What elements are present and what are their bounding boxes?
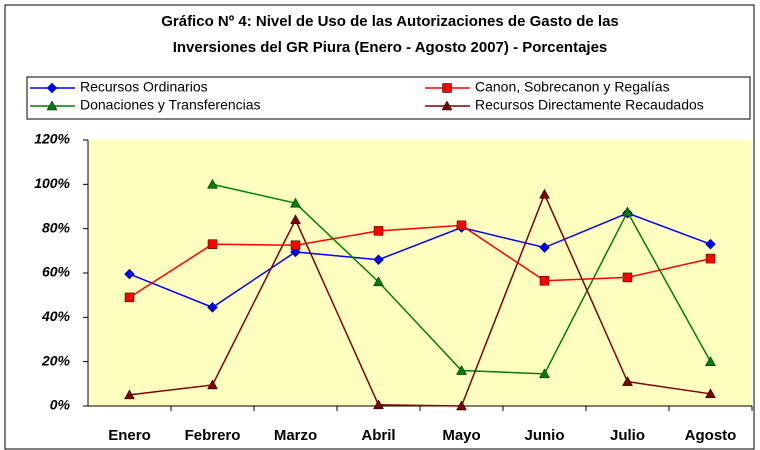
x-tick-label: Marzo xyxy=(274,427,317,444)
y-tick-label: 60% xyxy=(42,264,71,280)
point xyxy=(373,399,384,410)
y-tick-label: 40% xyxy=(41,308,71,324)
legend-box xyxy=(26,76,751,120)
legend-marker xyxy=(46,100,58,111)
point xyxy=(539,242,550,253)
point xyxy=(456,400,467,411)
point xyxy=(207,379,218,390)
legend-marker xyxy=(442,83,452,93)
y-tick-label: 80% xyxy=(42,219,71,235)
chart-title: Inversiones del GR Piura (Enero - Agosto… xyxy=(173,39,608,56)
point xyxy=(705,238,716,250)
point xyxy=(290,214,301,225)
point xyxy=(622,206,633,217)
legend-marker xyxy=(46,82,58,94)
y-tick-label: 100% xyxy=(34,175,70,191)
legend-label: Donaciones y Transferencias xyxy=(80,97,261,113)
point xyxy=(373,276,384,287)
x-tick-label: Julio xyxy=(610,427,645,444)
point xyxy=(207,239,218,249)
point xyxy=(456,220,467,231)
point xyxy=(622,272,633,283)
x-tick-label: Enero xyxy=(108,427,151,444)
point xyxy=(622,376,633,386)
point xyxy=(124,268,135,280)
y-tick-label: 120% xyxy=(34,131,70,147)
point xyxy=(290,197,301,208)
point xyxy=(207,178,218,189)
point xyxy=(705,253,716,264)
series-line xyxy=(129,212,711,309)
point xyxy=(373,254,384,266)
plot-area xyxy=(88,140,752,406)
point xyxy=(539,188,550,199)
series-line xyxy=(129,224,711,299)
point xyxy=(705,388,716,399)
x-tick-label: Mayo xyxy=(442,427,480,444)
legend-marker xyxy=(441,100,453,111)
point xyxy=(290,240,301,251)
point xyxy=(456,365,467,375)
point xyxy=(124,389,135,400)
point xyxy=(124,292,135,303)
x-tick-label: Junio xyxy=(525,427,565,444)
x-tick-label: Abril xyxy=(361,427,395,444)
point xyxy=(705,356,716,366)
legend-label: Recursos Directamente Recaudados xyxy=(475,97,704,113)
series-line xyxy=(129,192,711,407)
point xyxy=(539,368,550,379)
y-tick-label: 20% xyxy=(41,352,71,368)
x-tick-label: Febrero xyxy=(185,427,241,444)
point xyxy=(207,302,218,313)
x-tick-label: Agosto xyxy=(685,427,737,444)
legend-label: Recursos Ordinarios xyxy=(80,79,208,95)
legend-label: Canon, Sobrecanon y Regalías xyxy=(475,79,670,95)
point xyxy=(539,276,550,286)
point xyxy=(373,226,384,236)
chart-title: Gráfico Nº 4: Nivel de Uso de las Autori… xyxy=(161,13,619,30)
y-tick-label: 0% xyxy=(50,397,71,413)
